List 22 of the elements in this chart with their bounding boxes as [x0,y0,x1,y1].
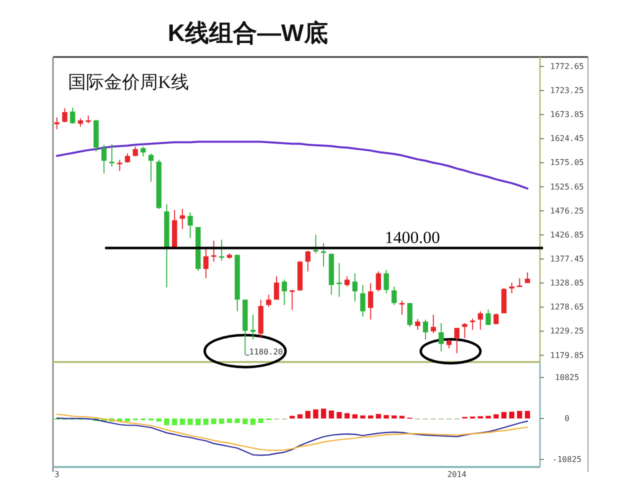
y-tick-label: 1229.25 [550,326,584,336]
y-tick-label: 1426.85 [550,230,584,240]
y-tick-label: 1476.25 [550,206,584,216]
x-tick-label: 2014 [447,470,467,479]
y-tick-label: 0 [564,414,570,423]
annotation: 1180.20 [249,348,284,357]
y-tick-label: 1772.65 [550,62,584,71]
x-tick-label: 3 [54,470,60,479]
text: 国际金价周K线 [68,72,189,92]
chart-title: K线组合—W底 [168,20,328,47]
y-tick-label: 1723.25 [550,86,584,95]
y-tick-label: 1328.05 [550,278,584,288]
y-tick-label: 1673.85 [550,110,584,120]
y-tick-label: 1278.65 [550,302,584,312]
y-tick-label: 1575.05 [550,158,584,168]
y-tick-label: 10825 [554,372,580,382]
y-tick-label: 1179.85 [550,350,584,360]
y-tick-label: 1377.45 [550,254,584,264]
ref-line-label: 1400.00 [384,228,440,247]
y-tick-label: -10825 [552,455,582,464]
y-tick-label: 1624.45 [550,134,584,144]
y-tick-label: 1525.65 [550,182,584,192]
